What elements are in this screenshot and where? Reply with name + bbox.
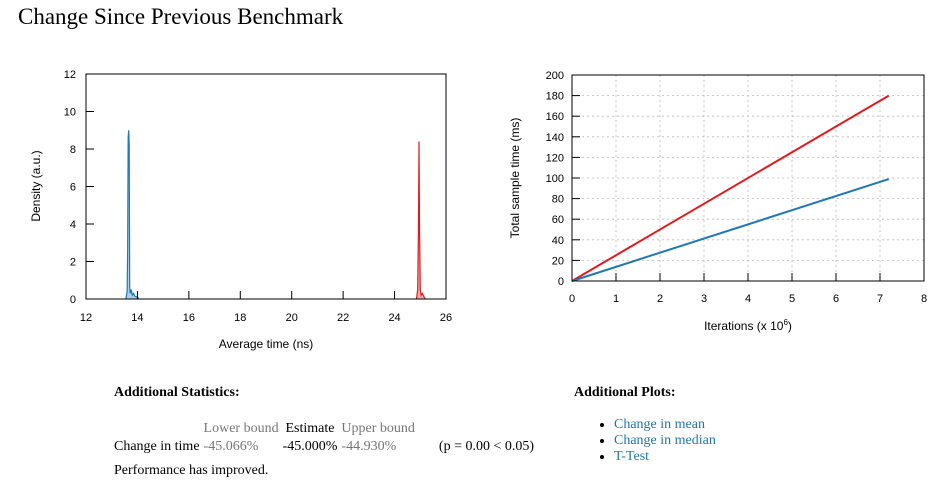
- page-title: Change Since Previous Benchmark: [18, 4, 344, 29]
- pdf-plot-frame: [85, 73, 447, 300]
- x-tick-label: 3: [701, 293, 707, 305]
- regression-x-label-close: ): [788, 319, 792, 333]
- y-tick-label: 0: [558, 276, 564, 288]
- density-series-0-line: [125, 130, 140, 300]
- pdf-marks: [125, 130, 426, 300]
- lower-bound-value: -45.066%: [203, 439, 259, 454]
- x-tick-label: 7: [877, 293, 883, 305]
- regression-series-0-line: [571, 94, 890, 282]
- y-tick-label: 60: [552, 214, 564, 226]
- y-tick-label: 100: [546, 173, 564, 185]
- x-tick-label: 4: [745, 293, 751, 305]
- plot-link-item: Change in mean: [614, 417, 716, 433]
- change-in-time-row: Change in time -45.066% -45.000% -44.930…: [112, 438, 536, 456]
- y-tick-label: 180: [546, 91, 564, 103]
- additional-statistics-heading: Additional Statistics:: [114, 385, 240, 400]
- y-tick-label: 20: [552, 255, 564, 267]
- change-in-mean-link[interactable]: Change in mean: [614, 417, 705, 432]
- x-tick-label: 24: [388, 312, 400, 324]
- additional-plots-heading: Additional Plots:: [574, 385, 676, 400]
- regression-series-1-line: [571, 178, 890, 282]
- density-series-1-fill: [416, 141, 426, 299]
- plot-link-item: T-Test: [614, 449, 716, 465]
- change-in-time-label: Change in time: [114, 439, 200, 454]
- x-tick-label: 2: [657, 293, 663, 305]
- stats-empty-header: [112, 420, 202, 438]
- pdf-y-label: Density (a.u.): [29, 150, 43, 221]
- x-tick-label: 22: [337, 312, 349, 324]
- change-in-median-link[interactable]: Change in median: [614, 433, 716, 448]
- statistics-table: Lower bound Estimate Upper bound Change …: [112, 420, 536, 456]
- x-tick-label: 20: [286, 312, 298, 324]
- regression-x-label-text: Iterations (x 10: [704, 319, 784, 333]
- regression-marks: [571, 94, 890, 282]
- y-tick-label: 200: [546, 70, 564, 82]
- p-value: (p = 0.00 < 0.05): [438, 439, 535, 454]
- y-tick-label: 40: [552, 235, 564, 247]
- density-series-1-line: [415, 141, 426, 300]
- upper-bound-header: Upper bound: [341, 421, 415, 436]
- upper-bound-value: -44.930%: [341, 439, 397, 454]
- y-tick-label: 140: [546, 132, 564, 144]
- regression-x-label: Iterations (x 106): [704, 318, 792, 333]
- pdf-x-label: Average time (ns): [219, 337, 313, 351]
- x-tick-label: 6: [833, 293, 839, 305]
- statistics-header-row: Lower bound Estimate Upper bound: [112, 420, 536, 438]
- y-tick-label: 120: [546, 152, 564, 164]
- lower-bound-header: Lower bound: [203, 421, 279, 436]
- x-tick-label: 1: [613, 293, 619, 305]
- y-tick-label: 2: [70, 257, 76, 269]
- regression-x-label-exponent: 6: [783, 318, 788, 327]
- x-tick-label: 5: [789, 293, 795, 305]
- plot-link-item: Change in median: [614, 433, 716, 449]
- x-tick-label: 12: [80, 312, 92, 324]
- stats-empty-header-2: [417, 420, 536, 438]
- performance-verdict: Performance has improved.: [114, 463, 269, 478]
- x-tick-label: 18: [234, 312, 246, 324]
- x-tick-label: 0: [569, 293, 575, 305]
- y-tick-label: 10: [64, 107, 76, 119]
- regression-y-label: Total sample time (ms): [508, 118, 522, 239]
- x-tick-label: 16: [183, 312, 195, 324]
- y-tick-label: 80: [552, 194, 564, 206]
- x-tick-label: 8: [921, 293, 927, 305]
- y-tick-label: 8: [70, 144, 76, 156]
- y-tick-label: 160: [546, 111, 564, 123]
- x-tick-label: 26: [440, 312, 452, 324]
- y-tick-label: 12: [64, 69, 76, 81]
- y-tick-label: 6: [70, 182, 76, 194]
- additional-plots-list: Change in mean Change in median T-Test: [574, 417, 716, 465]
- x-tick-label: 14: [131, 312, 143, 324]
- estimate-header: Estimate: [285, 421, 335, 436]
- y-tick-label: 0: [70, 294, 76, 306]
- estimate-value: -45.000%: [282, 439, 338, 454]
- t-test-link[interactable]: T-Test: [614, 449, 650, 464]
- y-tick-label: 4: [70, 219, 76, 231]
